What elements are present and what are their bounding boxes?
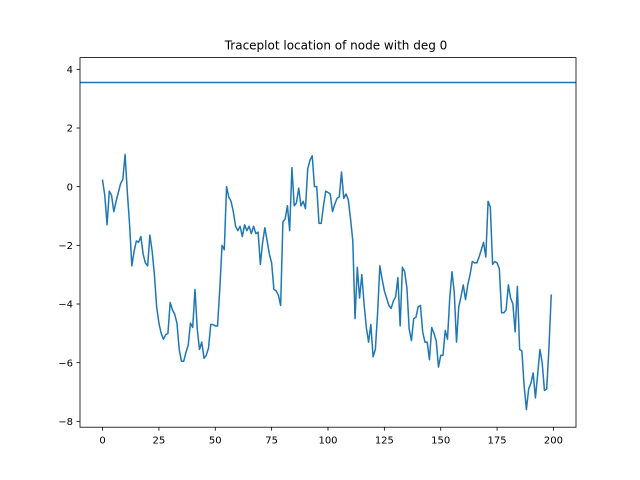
chart-title: Traceplot location of node with deg 0: [224, 39, 448, 53]
y-tick-label: 0: [67, 182, 73, 193]
x-tick-label: 50: [209, 436, 222, 447]
series-layer: [101, 153, 552, 411]
x-tick-label: 150: [431, 436, 450, 447]
x-tick-label: 175: [488, 436, 507, 447]
y-tick-label: 4: [67, 65, 73, 76]
y-tick-label: −6: [58, 358, 73, 369]
y-tick-label: −4: [58, 300, 73, 311]
y-tick-label: 2: [67, 124, 73, 135]
y-tick-label: −8: [58, 417, 73, 428]
series-line-0: [101, 153, 552, 411]
x-tick-label: 25: [153, 436, 166, 447]
x-tick-label: 200: [544, 436, 563, 447]
y-axis: −8 −6 −4 −2 0 2 4: [58, 65, 80, 428]
y-tick-label: −2: [58, 241, 73, 252]
x-tick-label: 125: [375, 436, 394, 447]
x-axis: 0 25 50 75 100 125 150 175 200: [99, 427, 563, 447]
x-tick-label: 0: [99, 436, 105, 447]
plot-frame: [79, 57, 577, 428]
x-tick-label: 100: [318, 436, 337, 447]
x-tick-label: 75: [265, 436, 278, 447]
